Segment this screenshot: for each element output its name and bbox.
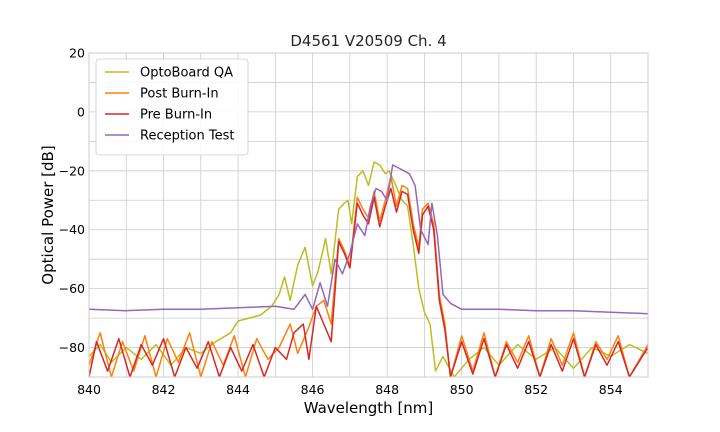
series-line-reception-test (89, 164, 648, 315)
y-axis-label: Optical Power [dB] (39, 145, 57, 284)
chart-title: D4561 V20509 Ch. 4 (290, 32, 446, 50)
x-tick-label: 842 (152, 382, 176, 397)
legend-label: Post Burn-In (140, 87, 219, 102)
y-tick-label: −60 (59, 281, 85, 296)
y-tick-label: −40 (59, 222, 85, 237)
x-tick-label: 848 (375, 382, 399, 397)
x-tick-label: 854 (599, 382, 623, 397)
legend-box (95, 58, 249, 156)
legend-label: OptoBoard QA (140, 66, 233, 81)
y-tick-label: −80 (59, 340, 85, 355)
series-line-optoboard-qa (89, 161, 648, 377)
x-tick-label: 846 (301, 382, 325, 397)
x-tick-label: 852 (524, 382, 548, 397)
legend: OptoBoard QA Post Burn-In Pre Burn-In Recep… (95, 58, 249, 156)
x-axis-label: Wavelength [nm] (304, 399, 434, 417)
ticks: 840 842 844 846 848 850 852 854 20 0 −20 −40 −60 −80 (59, 46, 623, 398)
y-tick-label: −20 (59, 163, 85, 178)
x-tick-label: 844 (226, 382, 250, 397)
y-tick-label: 20 (69, 46, 85, 61)
series-line-pre-burn-in (89, 187, 648, 377)
plot-frame (88, 52, 649, 378)
series-line-post-burn-in (89, 175, 648, 377)
x-tick-label: 850 (450, 382, 474, 397)
series-layer (89, 161, 648, 377)
x-tick-label: 840 (77, 382, 101, 397)
legend-label: Pre Burn-In (140, 108, 212, 123)
y-tick-label: 0 (77, 104, 85, 119)
legend-label: Reception Test (140, 129, 234, 144)
